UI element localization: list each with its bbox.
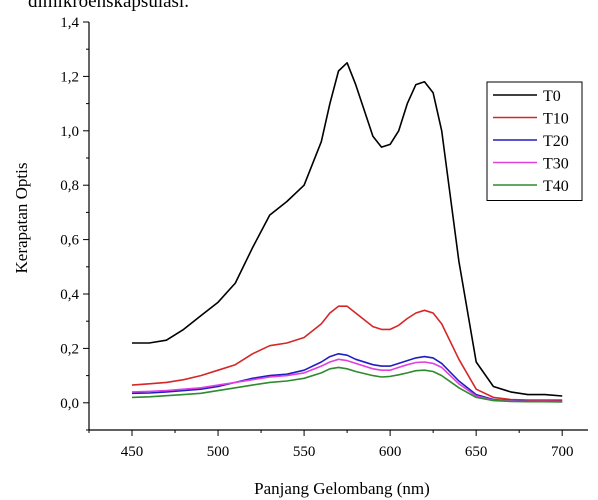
x-axis-title: Panjang Gelombang (nm) [254, 479, 430, 498]
y-tick-label: 1,0 [60, 124, 79, 140]
series-line-t10 [131, 305, 563, 401]
y-tick-label: 1,2 [60, 69, 79, 85]
y-tick-label: 1,4 [60, 15, 79, 31]
legend-box [486, 81, 583, 201]
y-tick-label: 0,2 [60, 341, 79, 357]
y-tick-label: 0,6 [60, 233, 79, 249]
caption-fragment: dimikroenskapsulasi. [28, 0, 189, 12]
x-tick-label: 550 [293, 444, 316, 460]
y-tick-label: 0,0 [60, 396, 79, 412]
x-tick-label: 600 [379, 444, 402, 460]
legend-label-t40: T40 [543, 178, 569, 195]
x-tick-label: 700 [551, 444, 574, 460]
x-tick-label: 650 [465, 444, 488, 460]
series-line-t0 [132, 61, 563, 397]
legend-label-t30: T30 [543, 156, 569, 173]
y-tick-label: 0,8 [60, 178, 79, 194]
x-tick-label: 500 [207, 444, 230, 460]
series-line-t40 [131, 366, 563, 403]
series-line-t20 [131, 352, 563, 403]
legend-label-t10: T10 [543, 111, 569, 128]
x-tick-label: 450 [121, 444, 144, 460]
series-line-t30 [131, 358, 563, 403]
y-axis-title: Kerapatan Optis [12, 163, 31, 274]
legend-label-t20: T20 [543, 133, 569, 150]
legend-label-t0: T0 [543, 88, 561, 105]
y-tick-label: 0,4 [60, 287, 79, 303]
